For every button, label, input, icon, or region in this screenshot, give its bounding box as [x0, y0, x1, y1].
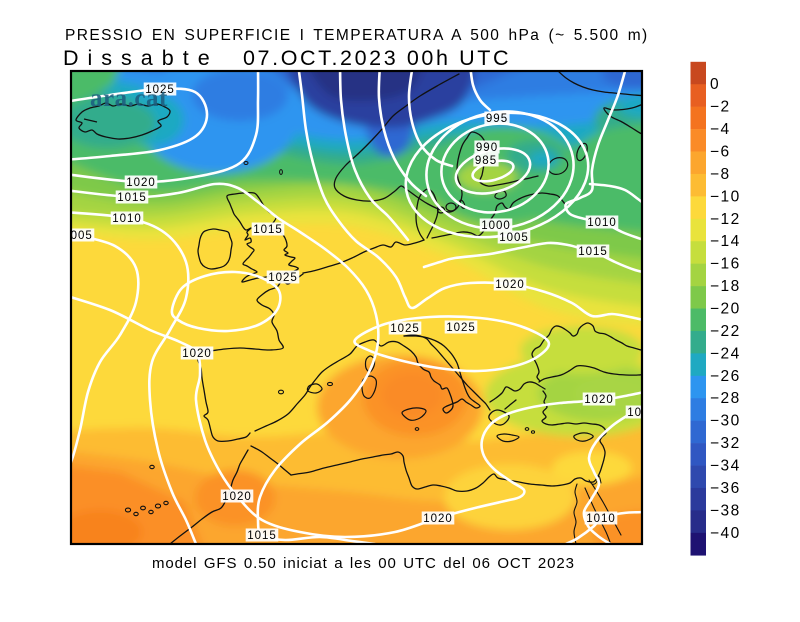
- svg-text:−2: −2: [710, 99, 731, 116]
- svg-text:1020: 1020: [182, 348, 212, 360]
- svg-text:1010: 1010: [586, 513, 616, 525]
- svg-text:995: 995: [486, 113, 508, 125]
- svg-text:1020: 1020: [222, 491, 252, 503]
- svg-text:990: 990: [476, 142, 498, 154]
- svg-text:1025: 1025: [268, 272, 298, 284]
- svg-text:−22: −22: [710, 323, 741, 340]
- svg-text:Dissabte: Dissabte: [63, 46, 219, 70]
- svg-text:1015: 1015: [253, 224, 283, 236]
- svg-text:−8: −8: [710, 166, 731, 183]
- svg-text:−26: −26: [710, 368, 741, 385]
- svg-text:1010: 1010: [112, 213, 142, 225]
- svg-text:1025: 1025: [446, 322, 476, 334]
- svg-text:−30: −30: [710, 413, 741, 430]
- svg-text:−4: −4: [710, 121, 731, 138]
- svg-text:−20: −20: [710, 301, 741, 318]
- svg-text:−6: −6: [710, 144, 731, 161]
- svg-text:−12: −12: [710, 211, 741, 228]
- svg-text:−18: −18: [710, 278, 741, 295]
- svg-text:985: 985: [475, 155, 497, 167]
- svg-text:ara.cat: ara.cat: [90, 85, 168, 112]
- svg-text:model GFS 0.50 iniciat a les 0: model GFS 0.50 iniciat a les 00 UTC del …: [152, 555, 575, 572]
- svg-text:1005: 1005: [63, 230, 93, 242]
- svg-text:1015: 1015: [117, 192, 147, 204]
- svg-text:−16: −16: [710, 256, 741, 273]
- svg-text:−34: −34: [710, 458, 741, 475]
- svg-text:−36: −36: [710, 480, 741, 497]
- svg-text:−38: −38: [710, 502, 741, 519]
- svg-text:1025: 1025: [390, 323, 420, 335]
- svg-text:−32: −32: [710, 435, 741, 452]
- svg-text:1020: 1020: [126, 177, 156, 189]
- svg-text:1015: 1015: [578, 246, 608, 258]
- svg-text:0: 0: [710, 76, 720, 93]
- svg-text:1000: 1000: [481, 220, 511, 232]
- svg-text:1020: 1020: [584, 394, 614, 406]
- svg-text:1015: 1015: [627, 407, 657, 419]
- svg-text:−14: −14: [710, 233, 741, 250]
- svg-text:PRESSIO EN SUPERFICIE I TEMPER: PRESSIO EN SUPERFICIE I TEMPERATURA A 50…: [65, 27, 649, 44]
- svg-text:07.OCT.2023 00h UTC: 07.OCT.2023 00h UTC: [243, 46, 511, 70]
- svg-text:−10: −10: [710, 188, 741, 205]
- svg-text:−40: −40: [710, 525, 741, 542]
- svg-text:1020: 1020: [423, 513, 453, 525]
- svg-text:−28: −28: [710, 390, 741, 407]
- svg-text:1025: 1025: [145, 84, 175, 96]
- svg-text:1005: 1005: [499, 232, 529, 244]
- svg-text:−24: −24: [710, 345, 741, 362]
- svg-text:1010: 1010: [587, 217, 617, 229]
- svg-text:1015: 1015: [247, 530, 277, 542]
- svg-text:1020: 1020: [495, 279, 525, 291]
